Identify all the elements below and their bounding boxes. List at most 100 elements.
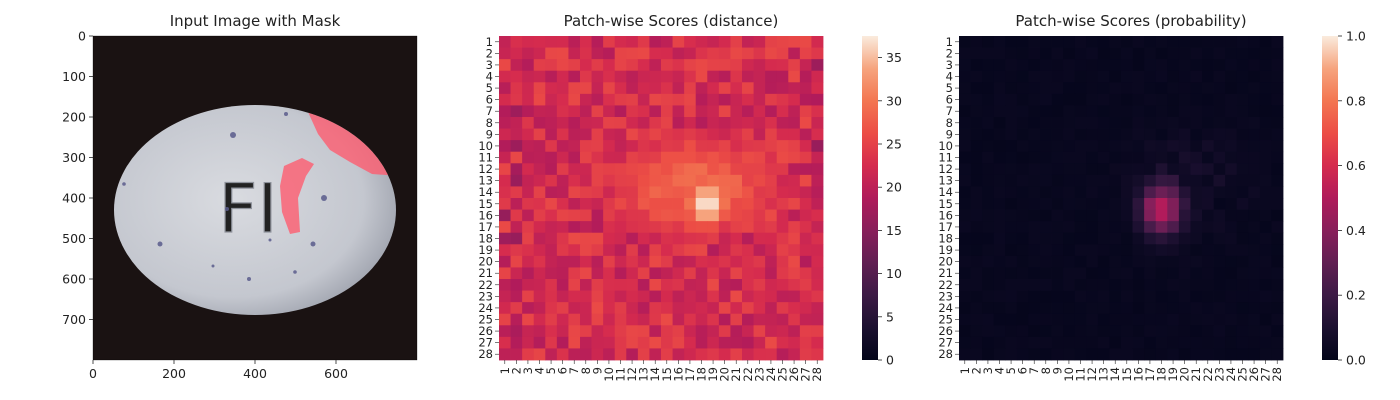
heatmap-cell [982,209,995,222]
row-label: 28 [478,347,493,361]
heatmap-cell [1016,93,1029,106]
heatmap-cell [614,267,627,280]
heatmap-cell [545,105,558,118]
heatmap-cell [649,36,662,48]
heatmap-cell [1225,336,1238,349]
heatmap-cell [811,128,824,141]
heatmap-cell [730,128,743,141]
heatmap-cell [556,232,569,245]
heatmap-cell [580,302,592,315]
heatmap-cell [970,313,983,326]
heatmap-cell [1144,313,1157,326]
y-tick-label: 300 [62,150,86,165]
heatmap-cell [1248,336,1261,349]
heatmap-cell [1086,244,1099,257]
heatmap-cell [1097,267,1110,280]
heatmap-cell [1190,313,1203,326]
heatmap-cell [568,140,581,153]
heatmap-cell [499,93,511,106]
heatmap-cell [788,105,801,118]
heatmap-cell [1005,117,1018,129]
heatmap-cell [533,325,546,338]
heatmap-cell [661,267,673,280]
heatmap-cell [1248,105,1261,118]
row-label: 24 [938,301,953,315]
heatmap-cell [811,255,824,268]
heatmap-cell [753,336,766,349]
heatmap-cell [1063,267,1076,280]
heatmap-cell [1005,255,1018,268]
heatmap-cell [672,336,685,349]
heatmap-cell [695,232,708,245]
heatmap-cell [1109,117,1122,129]
heatmap-cell [707,128,720,141]
heatmap-cell [707,313,720,326]
heatmap-cell [765,93,778,106]
heatmap-cell [649,151,662,164]
heatmap-cell [510,36,523,48]
heatmap-cell [959,244,971,257]
col-label: 14 [648,367,662,382]
heatmap-cell [742,186,754,199]
heatmap-cell [533,221,546,234]
heatmap-cell [1086,325,1099,338]
heatmap-cell [1040,151,1052,164]
heatmap-cell [695,163,708,176]
heatmap-cell [1236,117,1249,129]
heatmap-cell [1144,325,1157,338]
heatmap-cell [718,255,731,268]
heatmap-cell [765,59,778,72]
heatmap-cell [1028,255,1041,268]
heatmap-cell [637,232,650,245]
heatmap-cell [556,105,569,118]
heatmap-cell [799,105,812,118]
heatmap-cell [1259,244,1272,257]
heatmap-cell [1097,70,1110,83]
col-label: 18 [695,367,709,382]
heatmap-cell [637,267,650,280]
heatmap-cell [982,151,995,164]
heatmap-cell [765,255,778,268]
heatmap-cell [1213,221,1226,234]
col-label: 9 [1050,367,1064,374]
heatmap-cell [1016,279,1029,291]
heatmap-cell [811,279,824,291]
heatmap-cell [1016,221,1029,234]
heatmap-cell [730,163,743,176]
heatmap-cell [1202,105,1214,118]
heatmap-cell [637,59,650,72]
heatmap-cell [742,221,754,234]
heatmap-cell [695,198,708,210]
heatmap-cell [718,82,731,95]
heatmap-cell [1225,163,1238,176]
heatmap-cell [707,174,720,187]
heatmap-cell [1271,117,1284,129]
heatmap-cell [672,255,685,268]
heatmap-cell [1051,232,1064,245]
heatmap-cell [1190,93,1203,106]
heatmap-cell [1190,128,1203,141]
col-label: 24 [764,367,778,382]
heatmap-cell [568,348,581,361]
heatmap-cell [1121,47,1133,60]
heatmap-cell [1248,186,1261,199]
heatmap-cell [1051,313,1064,326]
heatmap-cell [499,59,511,72]
heatmap-cell [1271,163,1284,176]
heatmap-cell [1074,232,1087,245]
heatmap-cell [661,313,673,326]
heatmap-cell [742,348,754,361]
heatmap-cell [1144,36,1157,48]
colorbar-tick-label: 0.6 [1346,158,1366,173]
heatmap-cell [1259,221,1272,234]
heatmap-cell [1005,59,1018,72]
heatmap-cell [1178,174,1191,187]
heatmap-cell [545,82,558,95]
heatmap-cell [1213,232,1226,245]
heatmap-cell [730,279,743,291]
heatmap-cell [1028,198,1041,210]
heatmap-cell [1202,70,1214,83]
heatmap-cell [799,255,812,268]
heatmap-cell [1236,36,1249,48]
heatmap-cell [637,128,650,141]
